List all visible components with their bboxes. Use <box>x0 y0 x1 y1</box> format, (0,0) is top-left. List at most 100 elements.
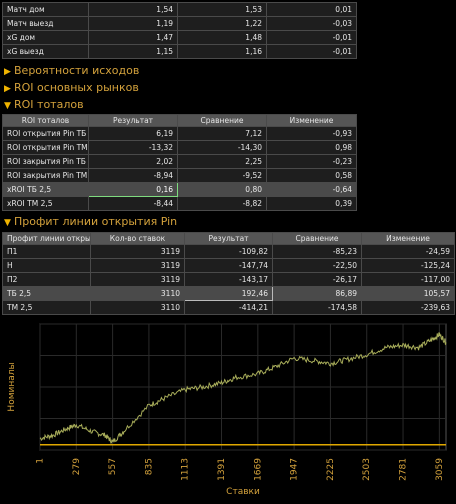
result-cell: -8,44 <box>88 196 178 211</box>
series-line <box>39 332 447 444</box>
collapse-arrow-icon: ▼ <box>4 101 11 111</box>
result-cell: 1,19 <box>88 16 178 31</box>
chart-svg: 1 279 557 835 1113 1391 1669 1947 2225 2503 2781 30… <box>7 323 447 497</box>
comparison-cell: -8,82 <box>177 196 267 211</box>
comparison-cell: -174,58 <box>272 300 362 315</box>
row-label: ROI закрытия Pin ТБ 2,5 <box>2 154 89 169</box>
expand-arrow-icon: ▶ <box>4 84 11 94</box>
x-tick-label: 279 <box>72 458 82 475</box>
result-cell: 1,47 <box>88 30 178 45</box>
row-label: Матч выезд <box>2 16 89 31</box>
comparison-cell: 1,22 <box>177 16 267 31</box>
pin-profit-table: Профит линии открытия PinКол-во ставокРе… <box>2 232 455 315</box>
change-cell: -125,24 <box>361 258 455 273</box>
comparison-cell: 1,48 <box>177 30 267 45</box>
y-axis-label: Номиналы <box>7 362 17 411</box>
change-cell: -239,63 <box>361 300 455 315</box>
bet-count-cell: 3119 <box>90 272 185 287</box>
result-cell: -143,17 <box>184 272 273 287</box>
table-row[interactable]: П2 3119 -143,17 -26,17 -117,00 <box>2 272 455 287</box>
row-label: xROI ТБ 2,5 <box>2 182 89 197</box>
table-row[interactable]: ТБ 2,5 3110 192,46 86,89 105,57 <box>2 286 455 301</box>
bet-count-cell: 3110 <box>90 286 185 301</box>
section-outcome-probabilities[interactable]: ▶ Вероятности исходов <box>4 63 139 79</box>
table-row[interactable]: xG выезд 1,15 1,16 -0,01 <box>2 44 357 59</box>
table-row[interactable]: xG дом 1,47 1,48 -0,01 <box>2 30 357 45</box>
result-cell: 192,46 <box>184 286 273 301</box>
change-cell: -0,93 <box>266 126 357 141</box>
change-cell: 105,57 <box>361 286 455 301</box>
column-header: ROI тоталов <box>2 114 89 127</box>
x-tick-label: 2503 <box>362 458 372 481</box>
comparison-cell: 86,89 <box>272 286 362 301</box>
table-row[interactable]: xROI ТМ 2,5 -8,44 -8,82 0,39 <box>2 196 357 211</box>
x-tick-label: 2781 <box>399 458 409 481</box>
table-row[interactable]: Матч дом 1,54 1,53 0,01 <box>2 2 357 17</box>
result-cell: -147,74 <box>184 258 273 273</box>
change-cell: -24,59 <box>361 244 455 259</box>
result-cell: -414,21 <box>184 300 273 315</box>
comparison-cell: 1,16 <box>177 44 267 59</box>
result-cell: 1,54 <box>88 2 178 17</box>
change-cell: 0,01 <box>266 2 357 17</box>
bet-count-cell: 3110 <box>90 300 185 315</box>
bet-count-cell: 3119 <box>90 258 185 273</box>
result-cell: -8,94 <box>88 168 178 183</box>
column-header: Изменение <box>266 114 357 127</box>
expand-arrow-icon: ▶ <box>4 67 11 77</box>
table-row[interactable]: ROI закрытия Pin ТБ 2,52,022,25-0,23 <box>2 154 357 169</box>
row-label: ТБ 2,5 <box>2 286 91 301</box>
x-tick-label: 1391 <box>217 458 227 481</box>
row-label: ТМ 2,5 <box>2 300 91 315</box>
x-tick-label: 3059 <box>435 458 445 481</box>
change-cell: -0,01 <box>266 44 357 59</box>
change-cell: -117,00 <box>361 272 455 287</box>
table-row[interactable]: ROI открытия Pin ТМ 2,5-13,32-14,300,98 <box>2 140 357 155</box>
comparison-cell: -22,50 <box>272 258 362 273</box>
row-label: П1 <box>2 244 91 259</box>
comparison-cell: -9,52 <box>177 168 267 183</box>
table-row[interactable]: ROI закрытия Pin ТМ 2,5-8,94-9,520,58 <box>2 168 357 183</box>
row-label: ROI открытия Pin ТБ 2,5 <box>2 126 89 141</box>
bankroll-chart: 1 279 557 835 1113 1391 1669 1947 2225 2503 2781 30… <box>0 318 456 500</box>
column-header: Профит линии открытия Pin <box>2 232 91 245</box>
result-cell: -13,32 <box>88 140 178 155</box>
column-header: Сравнение <box>272 232 362 245</box>
section-totals-roi[interactable]: ▼ ROI тоталов <box>4 97 84 113</box>
column-header: Кол-во ставок <box>90 232 185 245</box>
table-row[interactable]: ROI открытия Pin ТБ 2,56,197,12-0,93 <box>2 126 357 141</box>
comparison-cell: 0,80 <box>177 182 267 197</box>
change-cell: -0,01 <box>266 30 357 45</box>
row-label: ROI закрытия Pin ТМ 2,5 <box>2 168 89 183</box>
row-label: xG выезд <box>2 44 89 59</box>
comparison-cell: -85,23 <box>272 244 362 259</box>
row-label: xG дом <box>2 30 89 45</box>
x-tick-label: 835 <box>144 458 154 475</box>
row-label: ROI открытия Pin ТМ 2,5 <box>2 140 89 155</box>
section-main-markets-roi[interactable]: ▶ ROI основных рынков <box>4 80 139 96</box>
row-label: П2 <box>2 272 91 287</box>
table-row[interactable]: xROI ТБ 2,5 0,16 0,80 -0,64 <box>2 182 357 197</box>
result-cell: 6,19 <box>88 126 178 141</box>
top-stats-table: Матч дом 1,54 1,53 0,01 Матч выезд 1,19 1,22 -0… <box>2 2 357 59</box>
change-cell: -0,23 <box>266 154 357 169</box>
section-pin-profit[interactable]: ▼ Профит линии открытия Pin <box>4 214 177 230</box>
change-cell: 0,98 <box>266 140 357 155</box>
change-cell: 0,58 <box>266 168 357 183</box>
table-row[interactable]: Н 3119 -147,74 -22,50 -125,24 <box>2 258 455 273</box>
table-row[interactable]: ТМ 2,5 3110 -414,21 -174,58 -239,63 <box>2 300 455 315</box>
comparison-cell: -26,17 <box>272 272 362 287</box>
x-tick-label: 2225 <box>326 458 336 481</box>
x-tick-label: 557 <box>108 458 118 475</box>
change-cell: -0,64 <box>266 182 357 197</box>
comparison-cell: -14,30 <box>177 140 267 155</box>
column-header: Результат <box>88 114 178 127</box>
row-label: Матч дом <box>2 2 89 17</box>
table-row[interactable]: П1 3119 -109,82 -85,23 -24,59 <box>2 244 455 259</box>
result-cell: 1,15 <box>88 44 178 59</box>
comparison-cell: 1,53 <box>177 2 267 17</box>
collapse-arrow-icon: ▼ <box>4 218 11 228</box>
table-row[interactable]: Матч выезд 1,19 1,22 -0,03 <box>2 16 357 31</box>
change-cell: -0,03 <box>266 16 357 31</box>
column-header: Изменение <box>361 232 455 245</box>
